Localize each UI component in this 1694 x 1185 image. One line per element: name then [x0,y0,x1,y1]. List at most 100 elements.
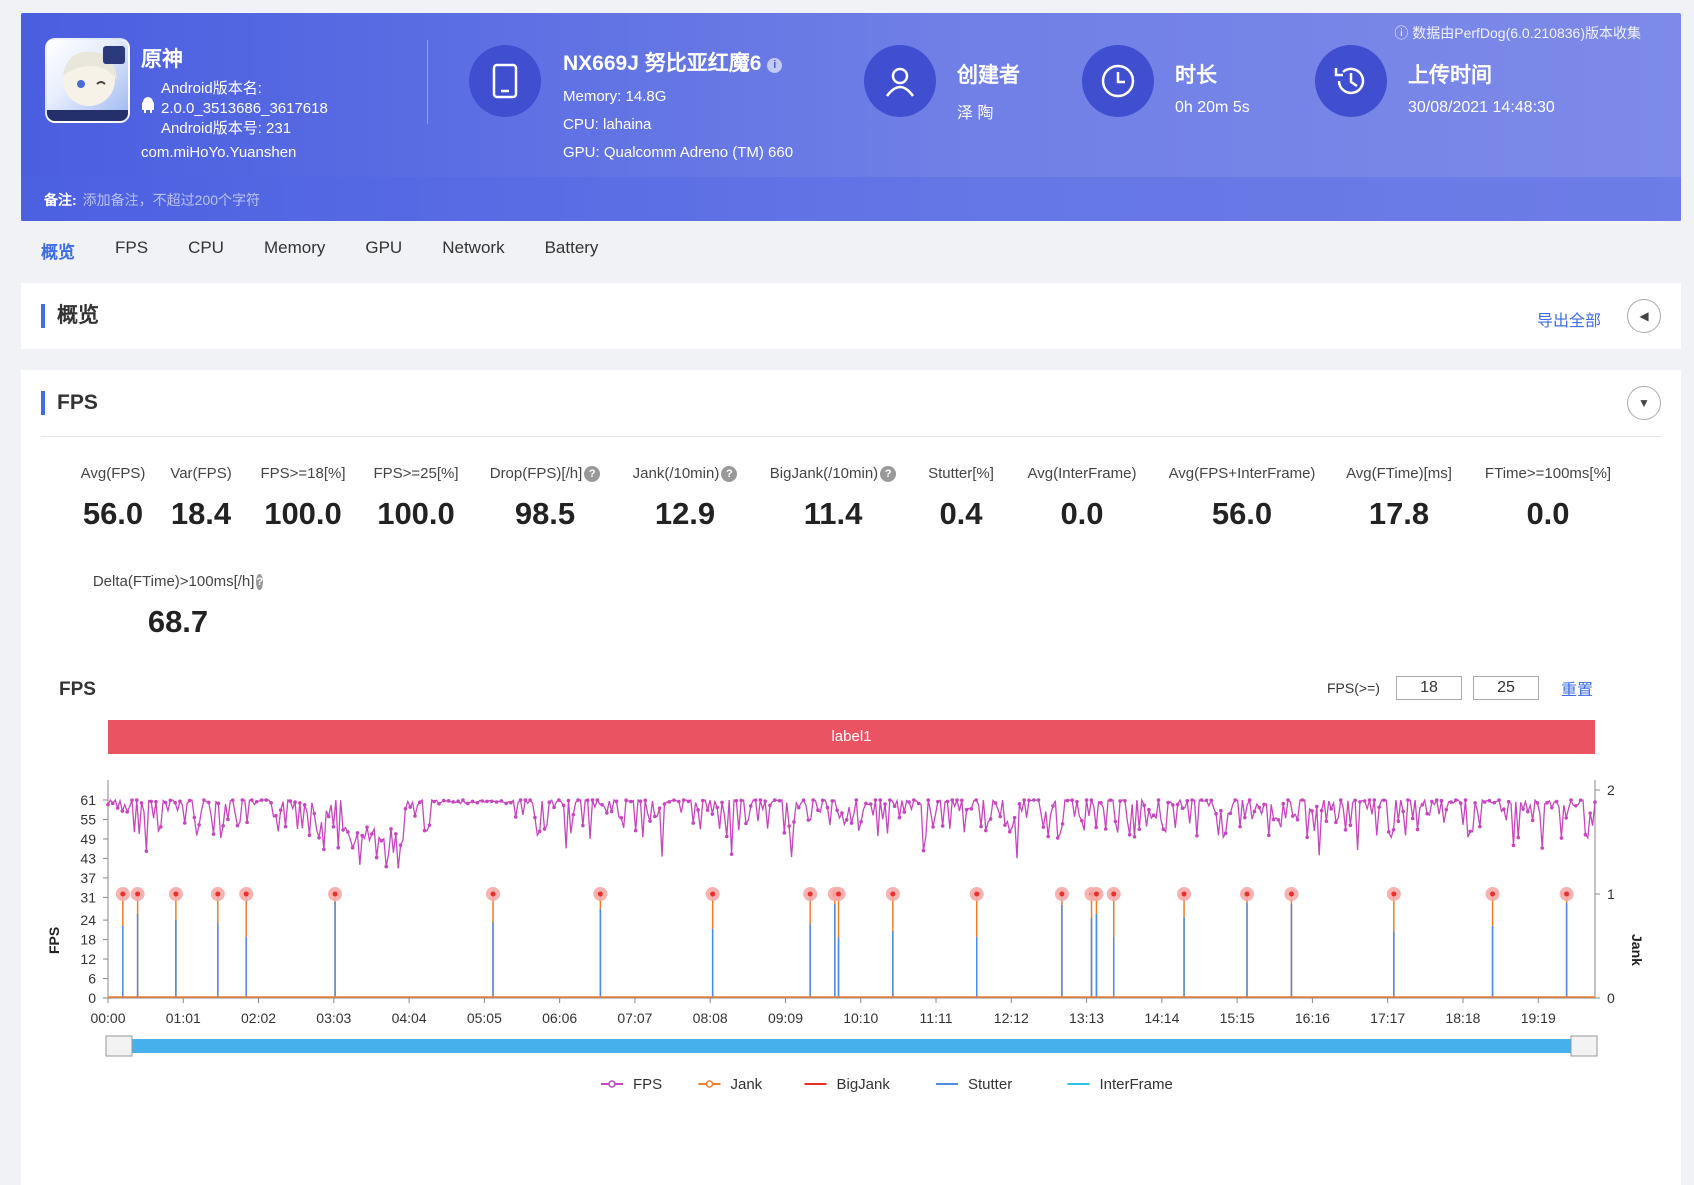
metric-value: 68.7 [147,604,209,639]
fps-threshold-low-input[interactable]: 18 [1396,676,1462,700]
zoom-handle-right[interactable] [1570,1035,1598,1057]
bigjank-point [807,891,813,897]
legend-label[interactable]: FPS [633,1076,662,1093]
fps-point [461,798,465,802]
fps-point [1473,801,1477,805]
help-icon[interactable]: ? [256,573,264,590]
fps-point [1075,799,1079,804]
fps-threshold-high-input[interactable]: 25 [1473,676,1539,700]
bigjank-point [1093,891,1099,897]
fps-point [648,819,652,823]
app-version-info: Android版本名: 2.0.0_3513686_3617618 Androi… [161,80,328,137]
fps-point [1391,828,1396,832]
legend-label[interactable]: InterFrame [1100,1076,1173,1093]
fps-point [230,798,235,802]
fps-point [614,799,619,804]
header-divider [427,40,428,124]
remark-input[interactable]: 添加备注，不超过200个字符 [82,192,261,208]
tab-fps[interactable]: FPS [115,238,149,257]
export-all-link[interactable]: 导出全部 [1536,313,1601,330]
bigjank-point [1564,891,1570,897]
fps-point [130,798,134,803]
tab-battery[interactable]: Battery [544,238,599,257]
fps-point [1526,809,1530,814]
fps-point [451,800,456,804]
fps-point [1199,798,1204,802]
bigjank-point [490,891,496,897]
fps-point [456,799,460,803]
fps-point [696,808,700,812]
bigjank-point [1244,891,1250,897]
fps-point [1343,828,1348,832]
tab-overview[interactable]: 概览 [41,243,75,262]
fps-point [1329,807,1333,811]
legend-label[interactable]: Stutter [968,1076,1012,1093]
collapse-down-button[interactable]: ▼ [1627,386,1661,420]
help-icon[interactable]: ? [721,465,738,482]
metric-label: FPS>=18[%] [260,465,346,482]
tab-network[interactable]: Network [442,238,505,257]
fps-point [1132,834,1137,839]
fps-point [715,805,719,810]
fps-point [326,814,331,819]
fps-point [1180,806,1185,811]
fps-point [816,808,820,812]
tab-memory[interactable]: Memory [263,238,326,257]
fps-point [1007,830,1012,834]
fps-point [830,799,835,803]
help-icon[interactable]: ? [584,465,601,482]
fps-point [1276,818,1281,822]
fps-point [1478,824,1482,829]
remark-field[interactable]: 备注: 添加备注，不超过200个字符 [44,190,260,210]
fps-point [1530,818,1535,823]
tab-gpu[interactable]: GPU [365,238,403,257]
fps-series-line [107,797,1596,869]
y2-axis-label: Jank [1629,934,1645,966]
zoom-handle-left[interactable] [105,1035,133,1057]
metric-label: Avg(InterFrame) [1027,465,1137,482]
tab-cpu[interactable]: CPU [188,238,224,257]
fps-point [859,819,863,824]
fps-point [437,802,441,806]
x-tick-label: 18:18 [1445,1010,1480,1026]
y-tick-label: 55 [80,811,96,827]
fps-point [1358,800,1362,804]
bigjank-point [890,891,896,897]
x-tick-label: 07:07 [617,1010,652,1026]
fps-point [1156,798,1161,802]
fps-point [758,798,763,802]
legend-marker [608,1080,616,1088]
fps-point [1252,809,1257,814]
fps-point [1401,809,1405,814]
fps-point [278,808,283,812]
reset-button[interactable]: 重置 [1561,682,1594,699]
fps-point [566,798,571,803]
fps-point [398,843,403,847]
fps-point [1003,823,1007,827]
fps-point [336,845,341,850]
fps-point [499,799,504,803]
fps-point [106,802,110,807]
metric-label: Jank(/10min) [632,465,720,482]
bigjank-point [1288,891,1294,897]
fps-point [1151,813,1156,817]
legend-label[interactable]: BigJank [837,1076,891,1093]
metric-value: 0.4 [939,496,983,531]
info-icon[interactable]: i [767,58,783,73]
fps-point [542,827,547,831]
duration-value: 0h 20m 5s [1175,99,1250,116]
fps-point [1079,818,1084,823]
y2-tick-label: 1 [1607,886,1615,902]
help-icon[interactable]: ? [880,465,897,482]
collapse-left-button[interactable]: ◀ [1627,299,1661,333]
fps-point [854,798,859,802]
legend-label[interactable]: Jank [731,1076,763,1093]
label-bar[interactable]: label1 [108,720,1595,754]
fps-point [1415,827,1420,832]
bigjank-point [215,891,221,897]
fps-point [365,825,369,829]
fps-point [417,800,422,805]
fps-point [293,800,297,804]
fps-point [1382,798,1386,802]
y2-tick-label: 0 [1607,990,1615,1006]
